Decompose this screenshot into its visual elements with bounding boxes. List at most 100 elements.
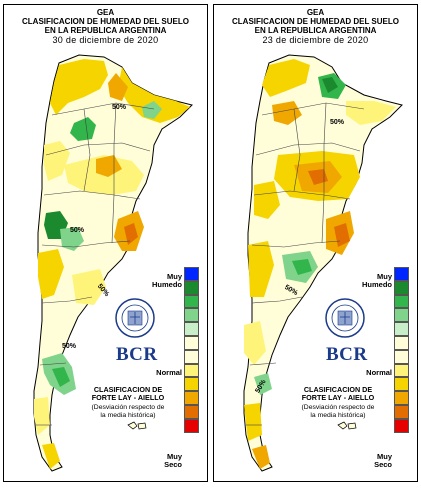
dry-zone <box>346 101 396 125</box>
classification-line-3: (Desviación respecto de <box>301 404 375 411</box>
panel-subtitle: EN LA REPUBLICA ARGENTINA <box>44 26 167 35</box>
panel-date: 30 de diciembre de 2020 <box>52 35 159 45</box>
legend-top-word-2: Humedo <box>362 280 392 289</box>
panel-date: 23 de diciembre de 2020 <box>262 35 369 45</box>
argentina-moisture-map <box>33 54 193 472</box>
legend-swatch <box>184 377 199 392</box>
dry-zone <box>254 181 280 219</box>
country-outline <box>33 54 193 472</box>
legend-swatch <box>184 280 199 295</box>
dry-zone <box>50 59 108 115</box>
wet-zone <box>292 259 312 275</box>
dry-zone <box>272 101 302 125</box>
legend-bottom-word-2: Seco <box>164 460 182 469</box>
dry-zone <box>244 321 266 365</box>
contour-label: 50% <box>330 119 345 126</box>
classification-line-2: FORTE LAY - AIELLO <box>301 393 375 402</box>
legend-mid-label: Normal <box>366 368 392 377</box>
legend-color-bar <box>394 267 409 433</box>
wet-zone <box>52 367 70 387</box>
dry-zone <box>108 73 128 101</box>
legend-swatch <box>184 391 199 405</box>
legend-swatch <box>184 308 199 323</box>
wet-zone <box>254 373 272 395</box>
legend-swatch <box>184 335 199 350</box>
classification-title: CLASIFICACION DE FORTE LAY - AIELLO <box>294 386 382 402</box>
dry-zone <box>248 241 274 297</box>
contour-label: 50% <box>112 104 127 111</box>
panel-title: CLASIFICACION DE HUMEDAD DEL SUELO <box>232 17 399 26</box>
dry-zone <box>72 269 106 305</box>
bcr-logo-text: BCR <box>326 344 368 365</box>
legend-swatch <box>394 418 409 433</box>
dry-zone <box>38 249 64 299</box>
falkland-islands-icon <box>337 421 357 430</box>
dry-zone <box>42 443 60 469</box>
panel-subtitle: EN LA REPUBLICA ARGENTINA <box>254 26 377 35</box>
legend-bottom-label: Muy Seco <box>148 453 182 469</box>
dry-zone <box>34 397 50 435</box>
falkland-islands-icon <box>127 421 147 430</box>
argentina-moisture-map <box>243 54 403 472</box>
wet-zone <box>322 77 338 93</box>
legend-swatch <box>394 335 409 350</box>
dry-zone <box>262 59 310 97</box>
legend-swatch <box>184 322 199 336</box>
classification-line-3: (Desviación respecto de <box>91 404 165 411</box>
legend-swatch <box>394 280 409 295</box>
legend-swatch <box>184 294 199 309</box>
contour-label: 50% <box>70 227 85 234</box>
legend-bottom-word-1: Muy <box>167 452 182 461</box>
legend-swatch <box>394 404 409 419</box>
classification-subtitle: (Desviación respecto de la media históri… <box>290 404 386 419</box>
legend-bottom-word-1: Muy <box>377 452 392 461</box>
map-panel-left: GEA CLASIFICACION DE HUMEDAD DEL SUELO E… <box>3 4 208 482</box>
dry-zone <box>308 169 328 185</box>
classification-line-2: FORTE LAY - AIELLO <box>91 393 165 402</box>
legend-top-label: Muy Humedo <box>358 273 392 289</box>
dry-zone <box>44 141 70 181</box>
legend-swatch <box>394 391 409 405</box>
classification-line-1: CLASIFICACION DE <box>303 385 373 394</box>
legend-swatch <box>394 308 409 323</box>
panel-org: GEA <box>96 8 115 17</box>
classification-subtitle: (Desviación respecto de la media históri… <box>80 404 176 419</box>
legend-color-bar <box>184 267 199 433</box>
legend-swatch <box>184 418 199 433</box>
legend-swatch <box>394 322 409 336</box>
classification-line-4: la media histórica) <box>100 411 156 419</box>
legend-swatch <box>184 349 199 364</box>
wet-zone <box>70 117 96 141</box>
map-panel-right: GEA CLASIFICACION DE HUMEDAD DEL SUELO E… <box>213 4 418 482</box>
panel-org: GEA <box>306 8 325 17</box>
dry-zone <box>244 403 262 441</box>
legend-top-word-1: Muy <box>167 272 182 281</box>
legend-swatch <box>184 404 199 419</box>
dry-zone <box>118 67 190 123</box>
legend-swatch <box>184 363 199 378</box>
legend-swatch <box>394 294 409 309</box>
legend-swatch <box>394 267 409 281</box>
dry-zone <box>252 445 270 469</box>
bcr-logo-text: BCR <box>116 344 158 365</box>
wet-zone <box>60 227 84 251</box>
wet-zone <box>142 101 162 119</box>
dry-zone <box>124 223 138 245</box>
classification-title: CLASIFICACION DE FORTE LAY - AIELLO <box>84 386 172 402</box>
legend-swatch <box>394 349 409 364</box>
classification-line-4: la media histórica) <box>310 411 366 419</box>
contour-label: 50% <box>62 343 77 350</box>
legend-swatch <box>394 363 409 378</box>
legend-bottom-label: Muy Seco <box>358 453 392 469</box>
panel-title: CLASIFICACION DE HUMEDAD DEL SUELO <box>22 17 189 26</box>
dry-zone <box>96 155 122 177</box>
legend-mid-label: Normal <box>156 368 182 377</box>
legend-swatch <box>184 267 199 281</box>
legend-top-word-1: Muy <box>377 272 392 281</box>
legend-top-label: Muy Humedo <box>148 273 182 289</box>
classification-line-1: CLASIFICACION DE <box>93 385 163 394</box>
legend-swatch <box>394 377 409 392</box>
legend-top-word-2: Humedo <box>152 280 182 289</box>
bcr-seal-icon <box>325 298 365 338</box>
bcr-seal-icon <box>115 298 155 338</box>
